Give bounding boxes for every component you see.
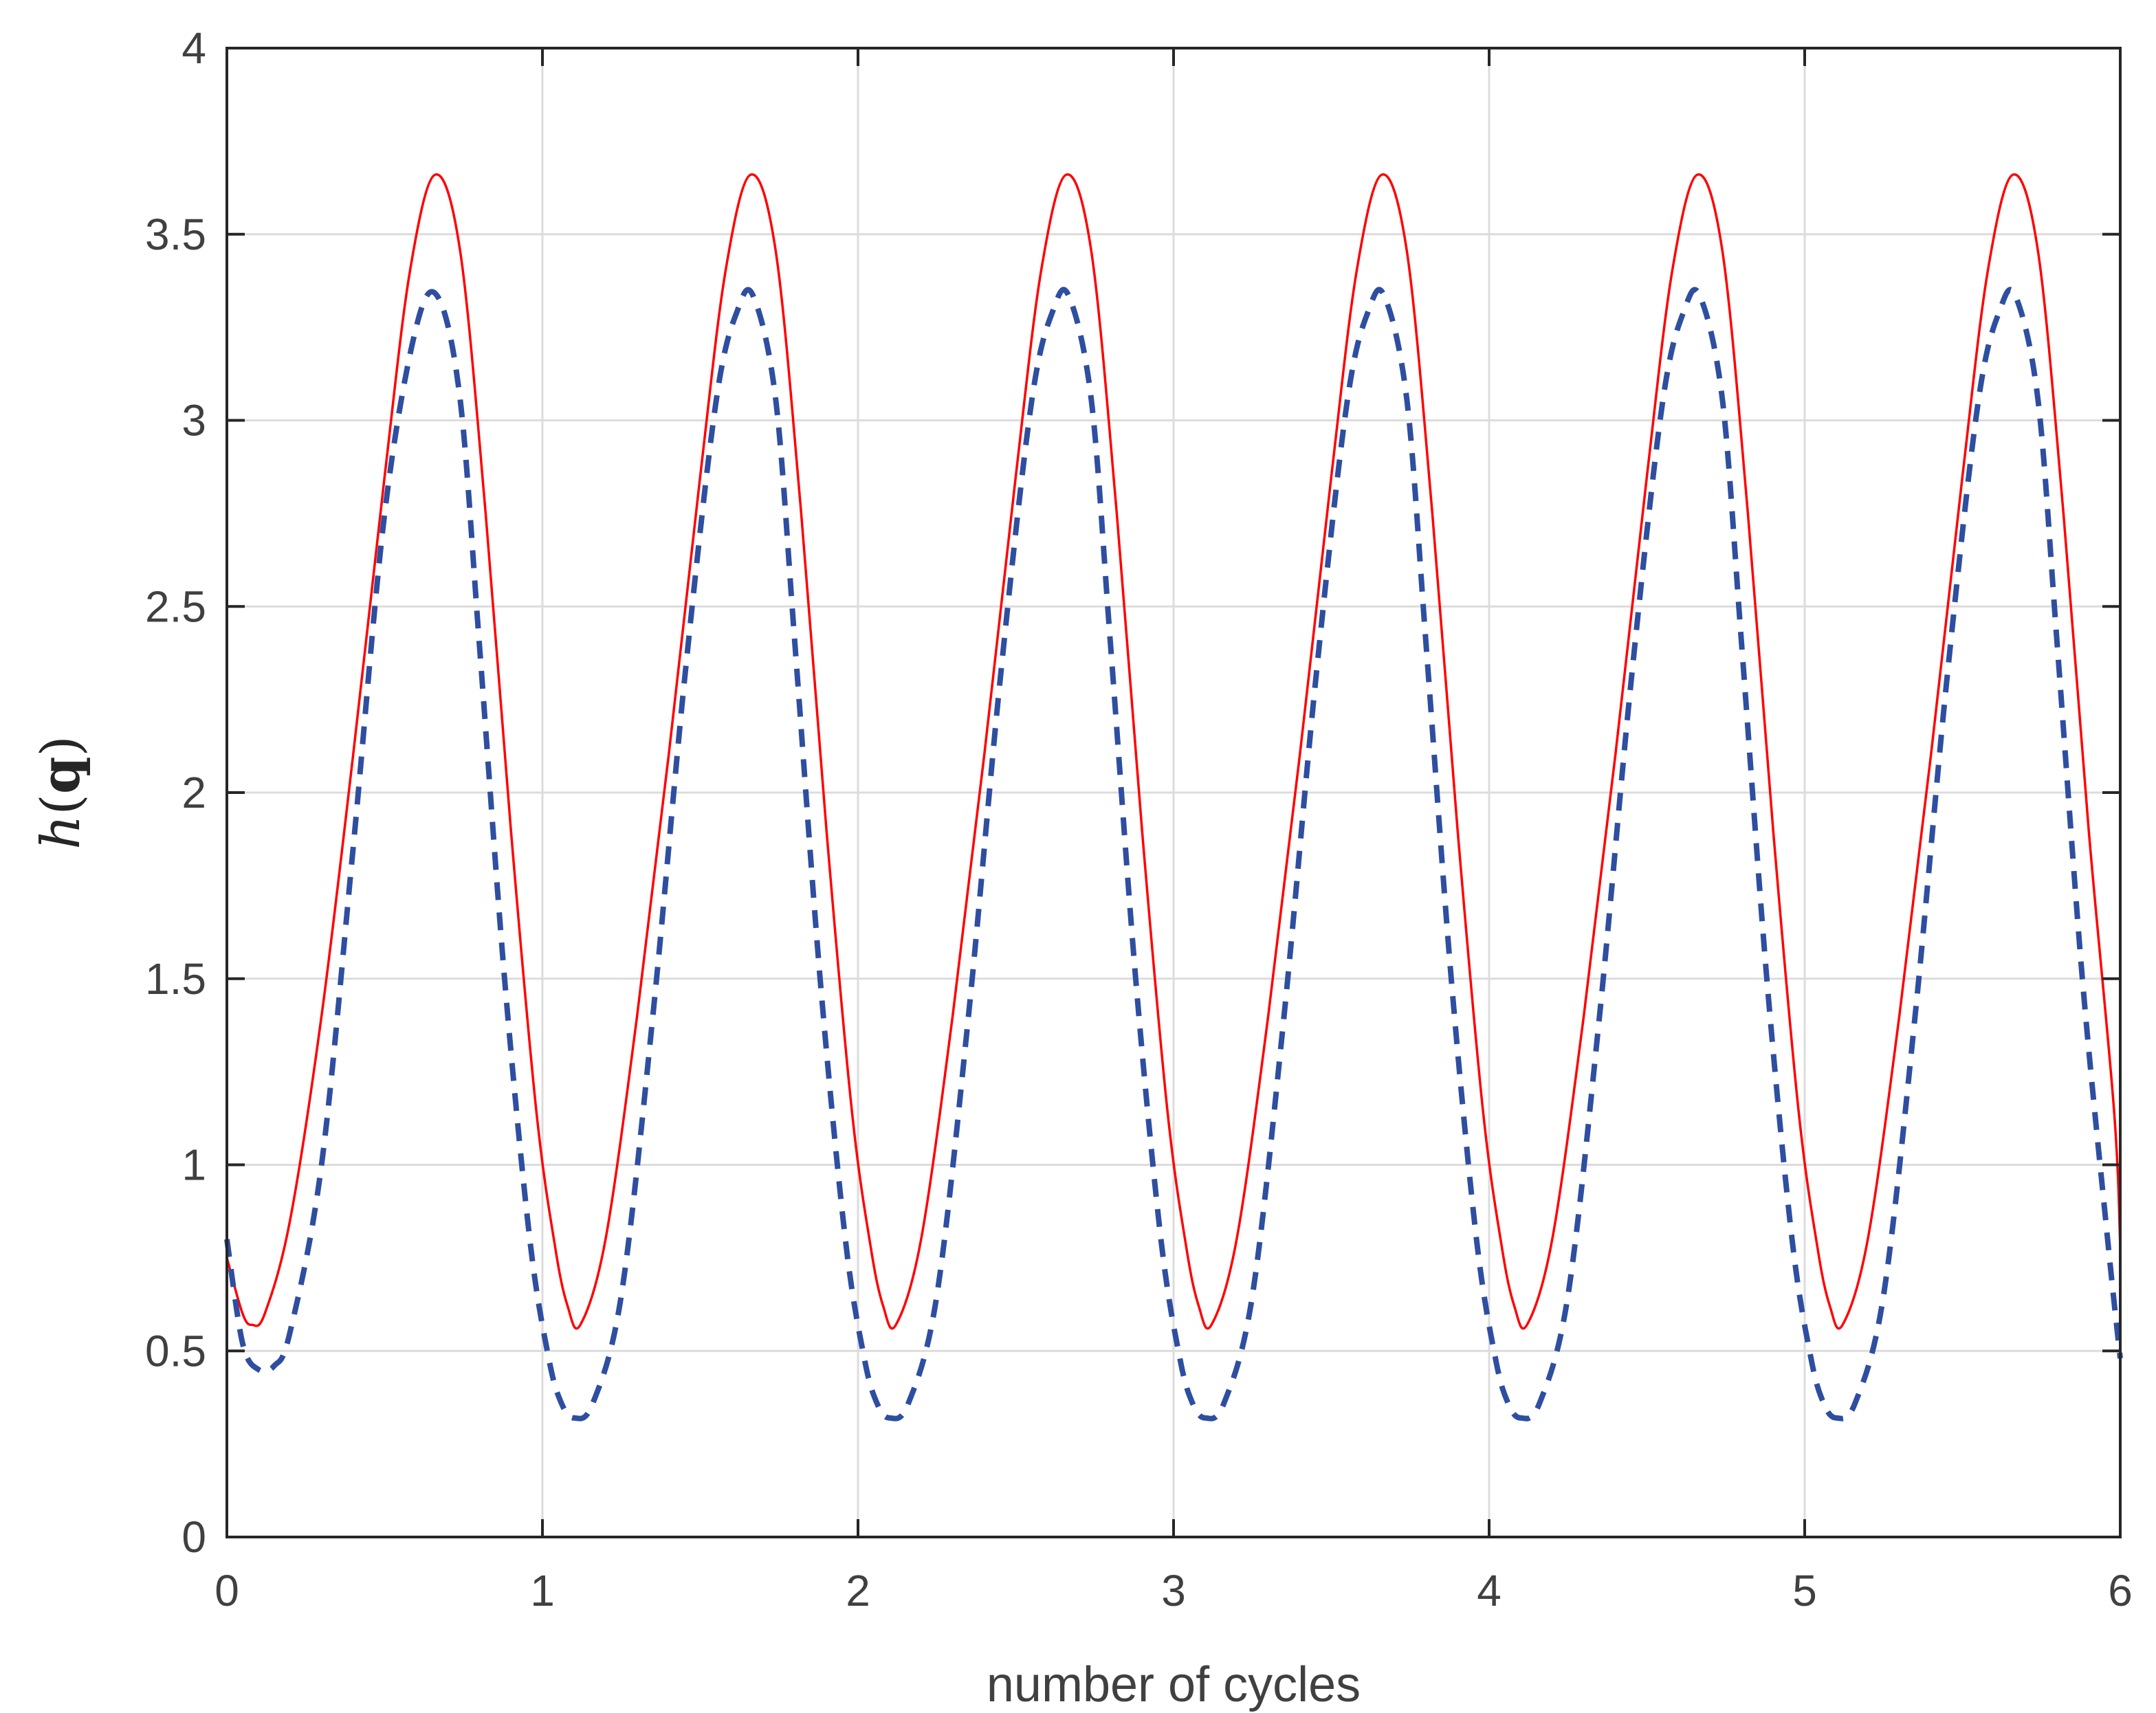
x-tick-label: 3 [1161, 1566, 1186, 1615]
y-tick-label: 4 [182, 23, 206, 73]
x-tick-label: 5 [1792, 1566, 1817, 1615]
x-tick-labels: 0 1 2 3 4 5 6 [214, 1566, 2133, 1615]
y-tick-label: 3.5 [145, 210, 206, 259]
x-tick-label: 4 [1477, 1566, 1502, 1615]
y-tick-label: 0 [182, 1512, 206, 1562]
series-layer [224, 173, 2123, 1422]
y-tick-label: 1.5 [145, 954, 206, 1004]
y-tick-label: 0.5 [145, 1326, 206, 1375]
x-tick-label: 6 [2108, 1566, 2133, 1615]
y-tick-label: 2.5 [145, 582, 206, 631]
x-tick-label: 2 [846, 1566, 870, 1615]
y-tick-label: 3 [182, 396, 206, 445]
series-line-solid [226, 173, 2122, 1330]
x-axis-label: number of cycles [987, 1657, 1361, 1712]
y-tick-label: 2 [182, 768, 206, 817]
series-line-dashed [224, 287, 2123, 1422]
y-tick-labels: 0 0.5 1 1.5 2 2.5 3 3.5 4 [145, 23, 206, 1562]
x-tick-label: 0 [214, 1566, 239, 1615]
y-axis-label: h(q) [30, 736, 92, 850]
axis-ticks [226, 47, 2122, 1538]
x-tick-label: 1 [530, 1566, 555, 1615]
y-tick-label: 1 [182, 1140, 206, 1190]
